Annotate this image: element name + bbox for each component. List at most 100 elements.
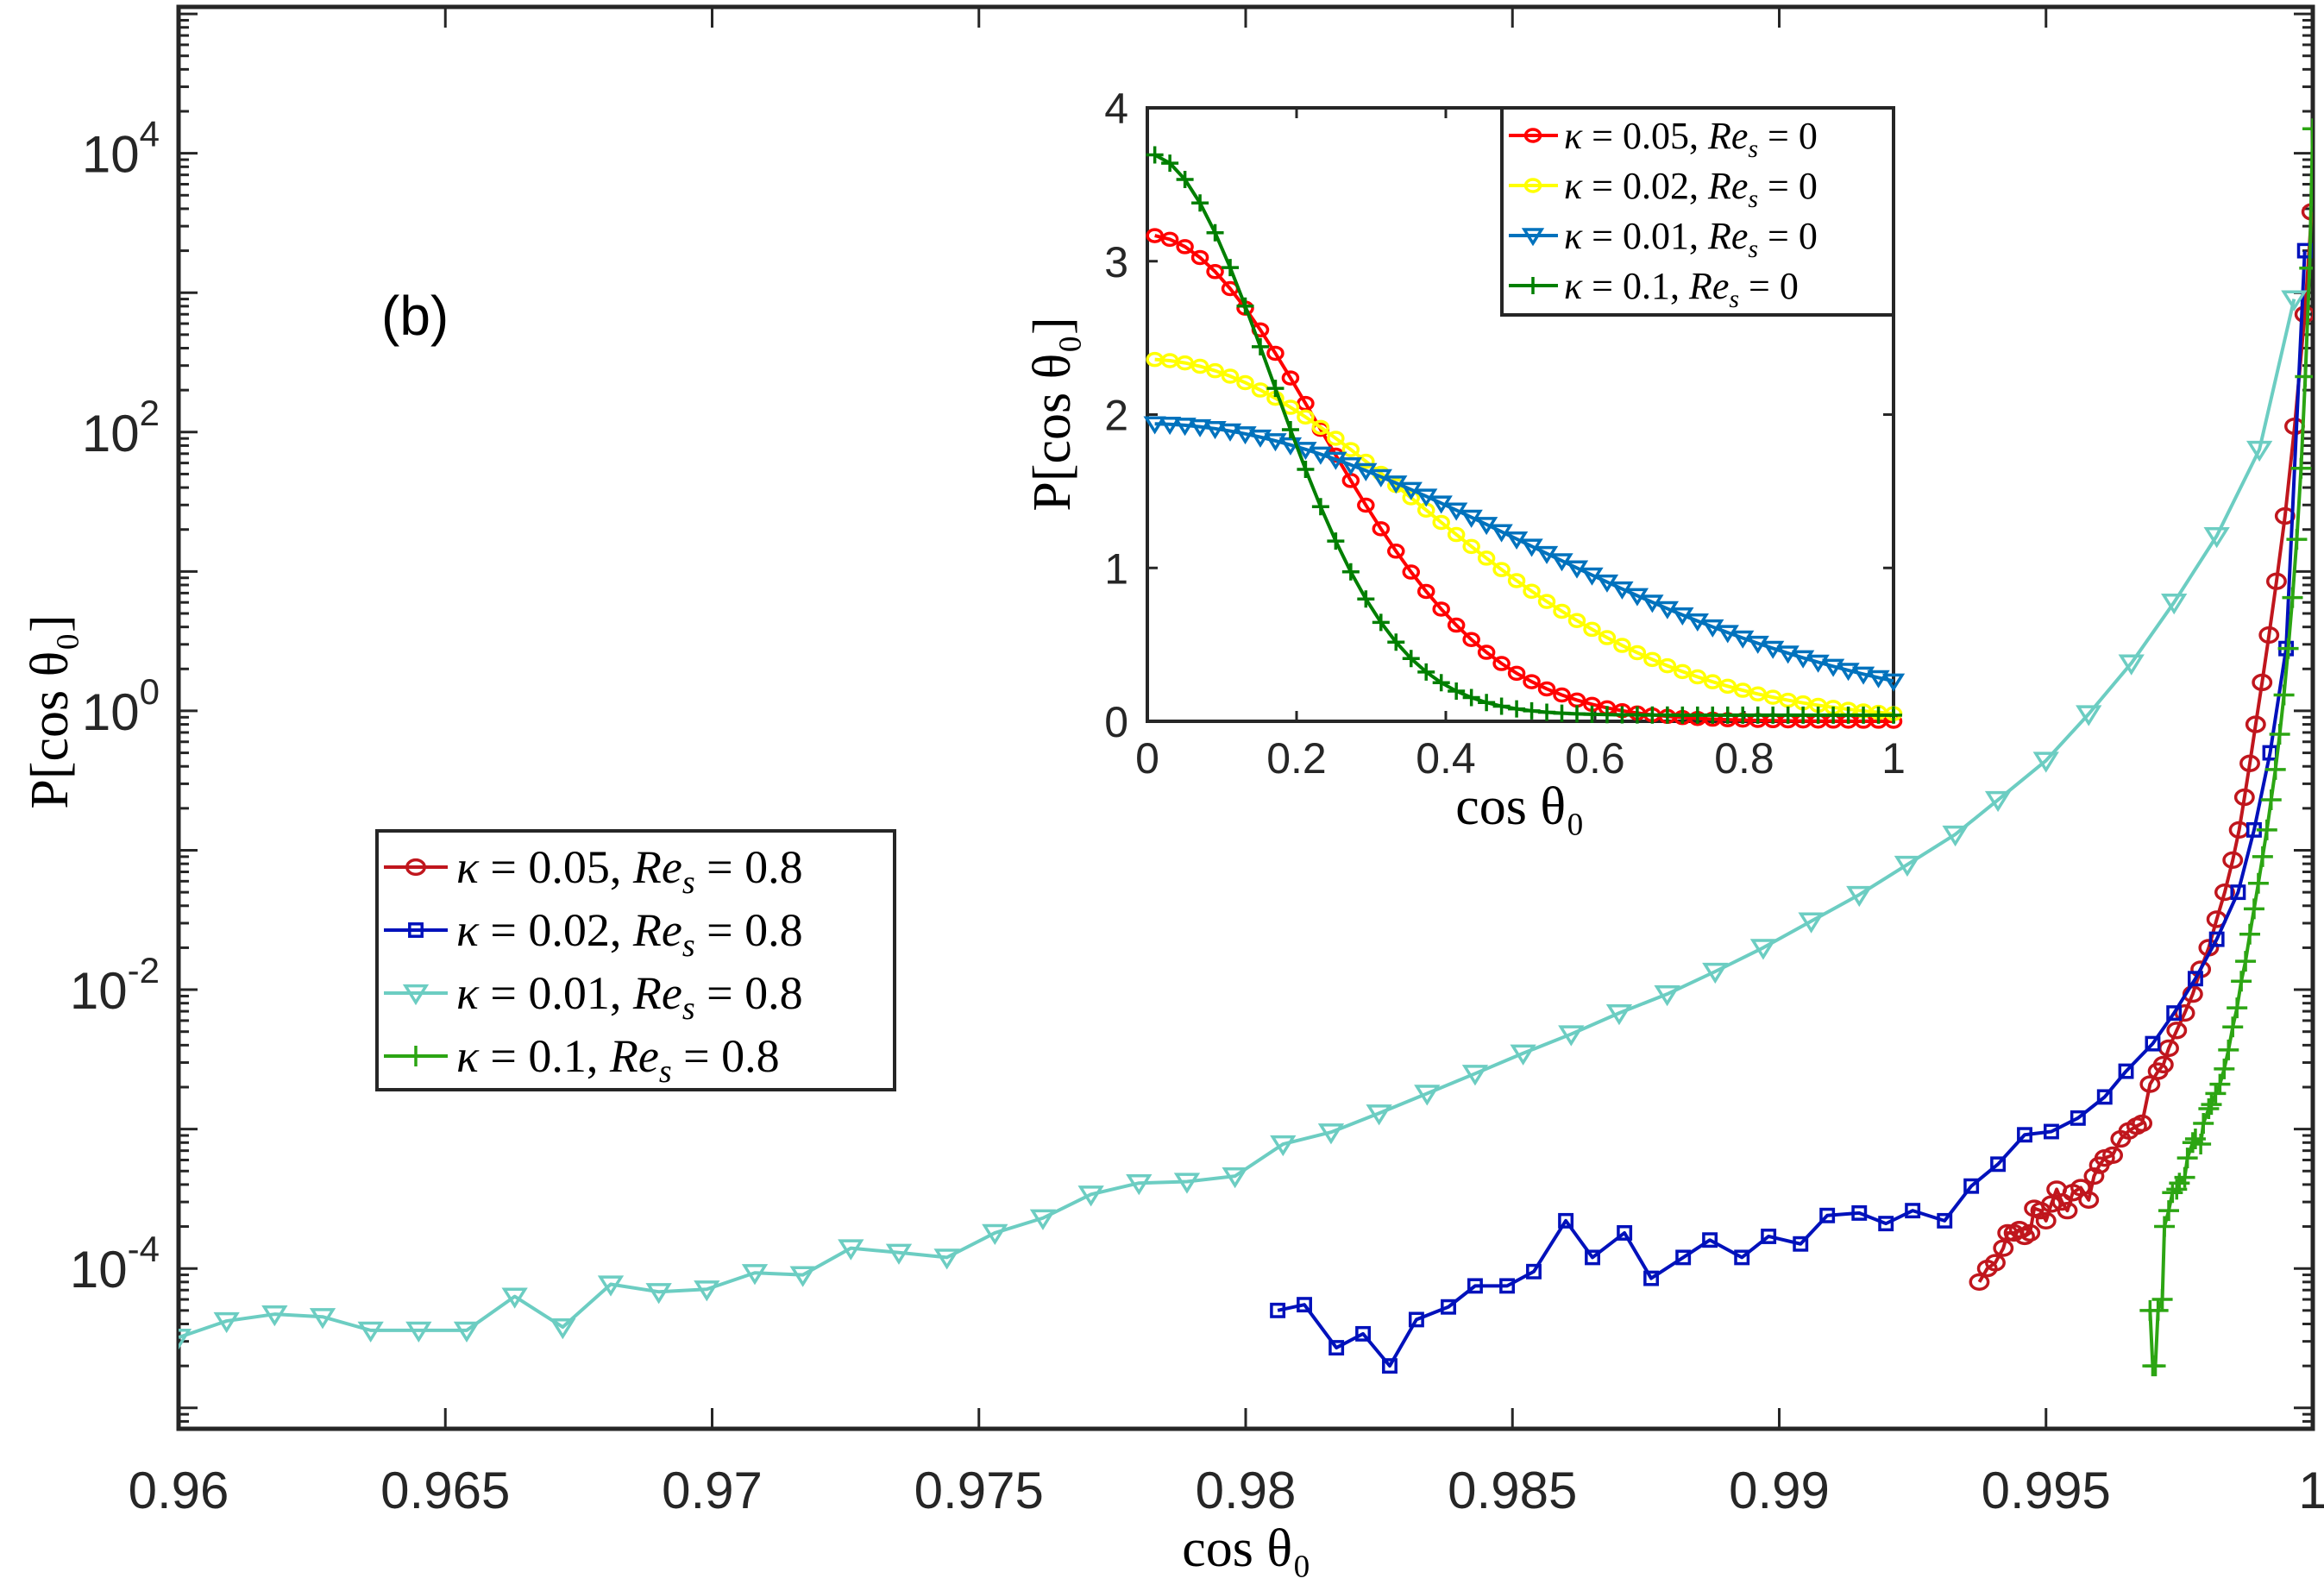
data-point-circle: [1266, 345, 1284, 362]
data-point-plus: [2247, 872, 2269, 894]
data-point-circle: [1176, 239, 1194, 255]
data-point-circle: [1357, 497, 1375, 513]
data-point-triangle-down: [933, 1248, 960, 1270]
data-point-circle: [1447, 617, 1466, 633]
data-point-square: [1558, 1212, 1574, 1229]
data-point-triangle-down: [1881, 673, 1906, 692]
data-point-triangle-down: [1654, 985, 1680, 1007]
data-point-square: [1675, 1249, 1692, 1266]
data-point-triangle-down: [1385, 475, 1408, 494]
data-point-plus: [1492, 697, 1511, 715]
data-point-square: [2145, 1035, 2161, 1052]
main-series-group: [179, 118, 2313, 1377]
data-point-triangle-down: [1188, 418, 1212, 437]
data-point-triangle-down: [1234, 426, 1257, 445]
data-point-square: [1819, 1207, 1836, 1223]
data-point-triangle-down: [1701, 619, 1724, 638]
data-point-triangle-down: [1429, 495, 1453, 514]
data-point-plus: [1191, 194, 1209, 212]
data-point-plus: [2184, 1129, 2206, 1150]
data-point-triangle-down: [1369, 468, 1392, 487]
data-point-circle: [1492, 562, 1511, 577]
data-point-circle: [2139, 1075, 2161, 1093]
data-point-circle: [2152, 1055, 2174, 1074]
data-point-plus: [2209, 1073, 2231, 1095]
data-point-triangle-down: [1702, 962, 1729, 984]
data-point-circle: [2245, 715, 2266, 733]
data-point-plus: [1809, 706, 1827, 724]
data-point-square: [1793, 1236, 1809, 1252]
series-inset-3: [1146, 146, 1902, 724]
data-point-plus: [2227, 997, 2248, 1019]
data-point-circle: [2083, 1167, 2105, 1185]
data-point-triangle-down: [1762, 640, 1785, 659]
data-point-plus: [1658, 706, 1676, 724]
data-point-square: [408, 922, 424, 938]
y-tick-base: 10: [82, 126, 140, 184]
data-point-circle: [1688, 669, 1707, 685]
data-point-circle: [2019, 1223, 2041, 1242]
data-point-plus: [1417, 663, 1435, 681]
data-point-circle: [1507, 573, 1526, 588]
x-tick-label: 0.965: [380, 1462, 510, 1519]
main-y-axis-label-text: P[cos θ₀]: [21, 614, 79, 808]
legend-entry: κ = 0.02, Res = 0.8: [384, 904, 803, 964]
data-point-plus: [2252, 846, 2273, 867]
data-point-triangle-down: [1746, 635, 1769, 654]
data-point-plus: [1613, 706, 1631, 724]
data-point-triangle-down: [1490, 524, 1513, 543]
data-point-circle: [1462, 538, 1480, 555]
data-point-plus: [2243, 898, 2264, 920]
data-point-circle: [1718, 678, 1737, 695]
data-point-plus: [2302, 118, 2313, 140]
data-point-triangle-down: [1942, 825, 1969, 847]
data-point-circle: [2035, 1211, 2057, 1230]
data-point-plus: [2282, 587, 2303, 608]
data-point-circle: [1583, 621, 1601, 638]
data-point-plus: [1508, 700, 1526, 718]
inset-series-group: [1143, 146, 1906, 729]
data-point-square: [2187, 971, 2203, 987]
data-point-circle: [1281, 370, 1300, 386]
data-point-triangle-down: [741, 1264, 769, 1286]
series-inset-2: [1143, 416, 1906, 692]
data-point-triangle-down: [1625, 588, 1649, 607]
data-point-plus: [1341, 563, 1360, 581]
legend-entry: κ = 0.05, Res = 0.8: [384, 841, 803, 901]
data-point-plus: [1885, 706, 1902, 724]
inset-legend-label: κ = 0.01, Res = 0: [1564, 215, 1818, 263]
data-point-circle: [2222, 851, 2244, 870]
inset-y-tick-label: 1: [1104, 544, 1128, 593]
data-point-square: [2118, 1063, 2134, 1079]
inset-y-tick-label: 3: [1104, 238, 1128, 286]
data-point-triangle-down: [982, 1223, 1008, 1246]
data-point-plus: [2269, 723, 2290, 745]
data-point-triangle-down: [309, 1308, 336, 1330]
data-point-plus: [1674, 706, 1692, 724]
data-point-square: [1355, 1325, 1372, 1342]
inset-legend-entry: κ = 0.02, Res = 0: [1509, 165, 1818, 213]
data-point-triangle-down: [1203, 421, 1227, 440]
data-point-triangle-down: [1521, 228, 1545, 247]
data-point-triangle-down: [405, 1321, 432, 1343]
main-x-axis-label: cos θ₀: [1182, 1519, 1310, 1578]
data-point-triangle-down: [838, 1239, 864, 1261]
data-point-circle: [1969, 1273, 1990, 1292]
data-point-plus: [1206, 223, 1224, 242]
data-point-circle: [1416, 583, 1435, 600]
data-point-triangle-down: [402, 984, 430, 1006]
y-tick-base: 10: [82, 683, 140, 741]
inset-plot: 0 0.2 0.4 0.6 0.8 1 0 1 2 3 4 cos θ₀ P[cos θ₀] κ =…: [1023, 85, 1906, 836]
data-point-plus: [1357, 590, 1375, 608]
data-point-plus: [1478, 694, 1496, 712]
data-point-square: [2070, 1110, 2086, 1126]
data-point-triangle-down: [2245, 440, 2273, 462]
inset-legend-label: κ = 0.05, Res = 0: [1564, 115, 1818, 163]
data-point-triangle-down: [1731, 630, 1755, 649]
data-point-plus: [1523, 701, 1541, 720]
data-point-plus: [2193, 1112, 2214, 1134]
data-point-circle: [1674, 663, 1692, 680]
data-point-triangle-down: [1776, 645, 1800, 664]
data-point-plus: [1764, 706, 1782, 724]
data-point-circle: [2057, 1201, 2078, 1220]
